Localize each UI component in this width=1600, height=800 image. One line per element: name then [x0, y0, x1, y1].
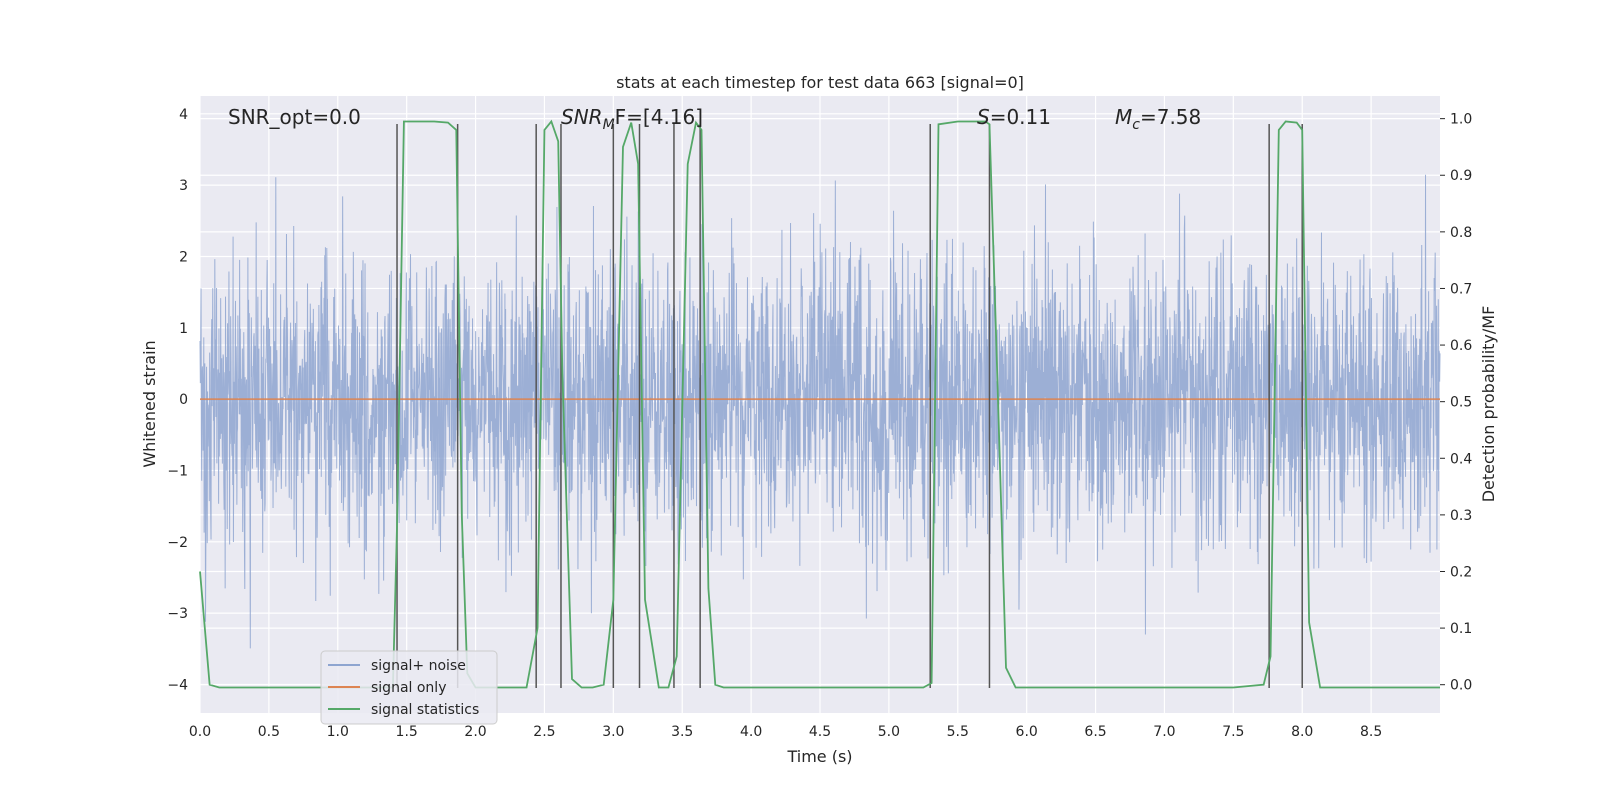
chart-title: stats at each timestep for test data 663… — [616, 73, 1024, 92]
annotation-mc: Mc=7.58 — [1115, 105, 1201, 133]
x-tick-label: 4.0 — [740, 724, 762, 740]
x-tick-label: 3.0 — [602, 724, 624, 740]
y-tick-label: −2 — [167, 535, 188, 551]
snr-mf-rest: F=[4.16] — [615, 105, 703, 129]
x-tick-label: 2.0 — [464, 724, 486, 740]
y-right-tick-labels: 1.0 0.9 0.8 0.7 0.6 0.5 0.4 0.3 0.2 0.1 0.0 — [1440, 112, 1472, 694]
y-axis-label: Whitened strain — [140, 340, 159, 467]
y-right-tick-label: 0.7 — [1450, 281, 1472, 297]
y-right-tick-label: 1.0 — [1450, 112, 1472, 128]
y-right-tick-label: 0.1 — [1450, 621, 1472, 637]
y-tick-labels: 4 3 2 1 0 −1 −2 −3 −4 — [167, 107, 188, 694]
x-tick-label: 5.0 — [878, 724, 900, 740]
y-tick-label: 2 — [179, 249, 188, 265]
snr-mf-sub: M — [603, 117, 615, 133]
y-tick-label: −1 — [167, 463, 188, 479]
snr-mf-base: SNR — [561, 105, 603, 129]
signal-noise-line — [199, 174, 1441, 649]
x-tick-label: 1.5 — [396, 724, 418, 740]
s-rest: =0.11 — [990, 105, 1051, 129]
x-tick-label: 3.5 — [671, 724, 693, 740]
x-tick-label: 7.5 — [1222, 724, 1244, 740]
y-tick-label: 4 — [179, 107, 188, 123]
legend-label-statistics: signal statistics — [371, 702, 479, 718]
mc-sub: c — [1132, 117, 1140, 133]
x-tick-label: 6.0 — [1016, 724, 1038, 740]
y-tick-label: 3 — [179, 178, 188, 194]
x-tick-label: 0.0 — [189, 724, 211, 740]
legend-label-signal-only: signal only — [371, 680, 446, 696]
y-right-tick-label: 0.8 — [1450, 225, 1472, 241]
y-right-tick-label: 0.3 — [1450, 508, 1472, 524]
y-right-tick-label: 0.0 — [1450, 678, 1472, 694]
annotation-s: S=0.11 — [977, 105, 1051, 129]
mc-base: M — [1115, 105, 1132, 129]
annotation-snr-mf: SNRMF=[4.16] — [561, 105, 703, 133]
x-tick-label: 2.5 — [533, 724, 555, 740]
x-tick-label: 7.0 — [1153, 724, 1175, 740]
legend: signal+ noise signal only signal statist… — [320, 650, 498, 725]
s-base: S — [977, 105, 990, 129]
x-tick-label: 8.5 — [1360, 724, 1382, 740]
y-tick-label: 0 — [179, 392, 188, 408]
legend-box — [320, 650, 498, 725]
vertical-markers — [396, 124, 1303, 688]
signal-noise-series — [199, 174, 1441, 649]
y-tick-label: 1 — [179, 321, 188, 337]
x-tick-label: 5.5 — [947, 724, 969, 740]
x-tick-label: 8.0 — [1291, 724, 1313, 740]
x-tick-labels: 0.0 0.5 1.0 1.5 2.0 2.5 3.0 3.5 4.0 4.5 5.0 5.5 6.0 6… — [189, 724, 1382, 740]
y-tick-label: −3 — [167, 606, 188, 622]
signal-statistics-series — [199, 119, 1440, 689]
x-tick-label: 0.5 — [258, 724, 280, 740]
signal-statistics-line — [199, 119, 1440, 689]
x-tick-label: 1.0 — [327, 724, 349, 740]
y-right-tick-label: 0.9 — [1450, 168, 1472, 184]
x-tick-label: 6.5 — [1084, 724, 1106, 740]
mc-rest: =7.58 — [1140, 105, 1201, 129]
legend-label-noise: signal+ noise — [371, 658, 466, 674]
x-axis-label: Time (s) — [786, 747, 852, 766]
y-right-tick-label: 0.6 — [1450, 338, 1472, 354]
annotation-snr-opt: SNR_opt=0.0 — [228, 105, 361, 129]
y-right-axis-label: Detection probability/MF — [1479, 306, 1498, 503]
y-right-tick-label: 0.4 — [1450, 451, 1472, 467]
x-tick-label: 4.5 — [809, 724, 831, 740]
y-tick-label: −4 — [167, 677, 188, 693]
y-right-tick-label: 0.5 — [1450, 395, 1472, 411]
y-right-tick-label: 0.2 — [1450, 564, 1472, 580]
